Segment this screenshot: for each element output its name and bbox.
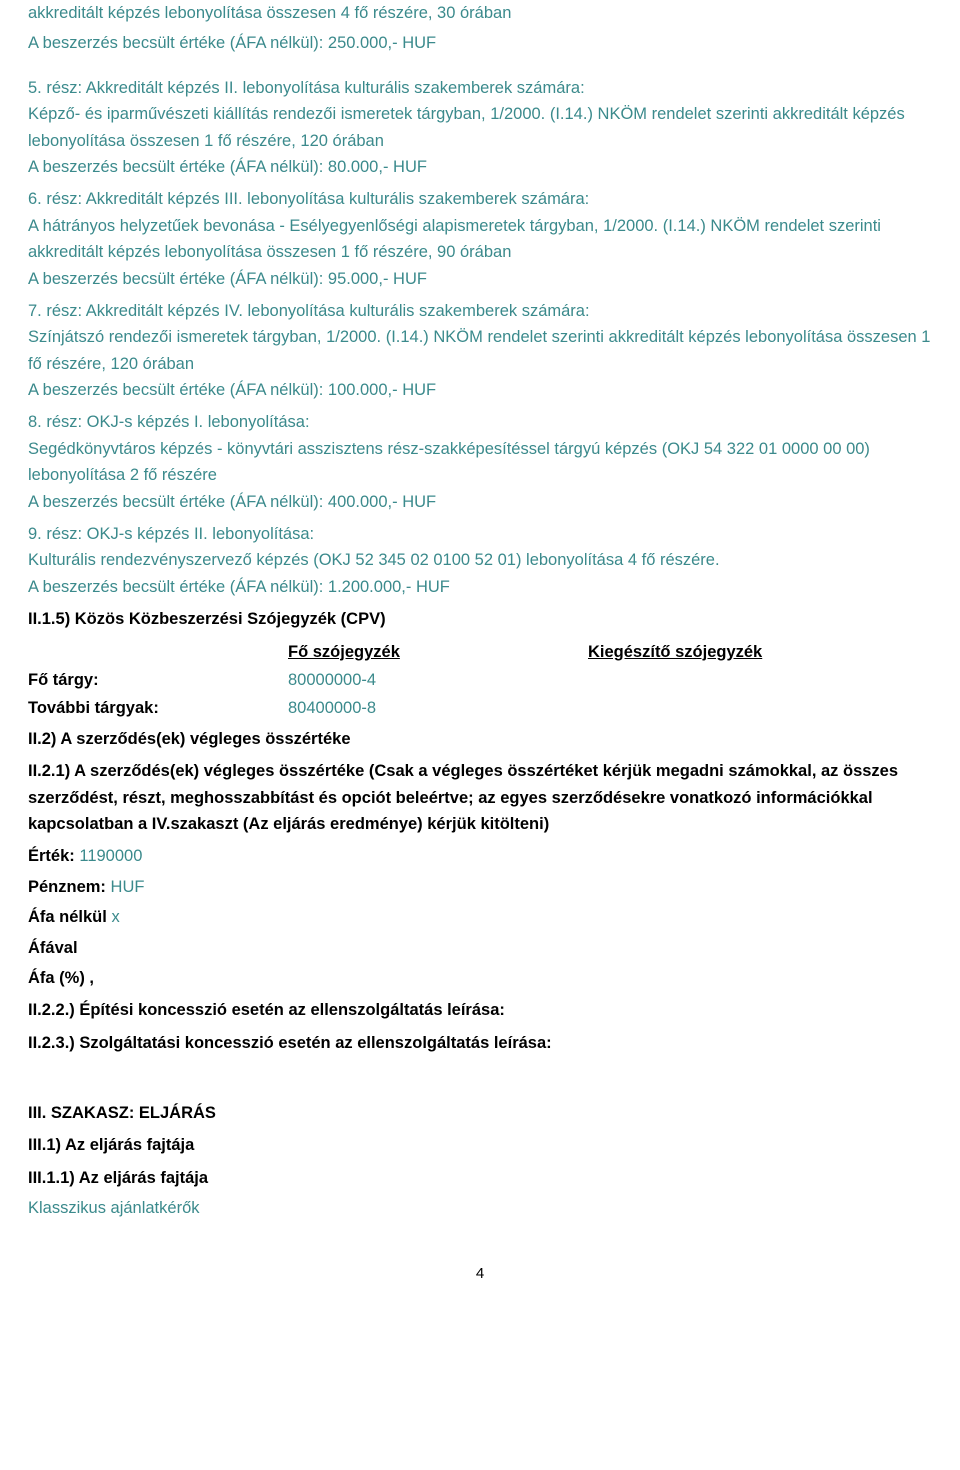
ii23-row: II.2.3.) Szolgáltatási koncesszió esetén… bbox=[28, 1030, 932, 1056]
part-8: 8. rész: OKJ-s képzés I. lebonyolítása: … bbox=[28, 409, 932, 515]
intro-line2: A beszerzés becsült értéke (ÁFA nélkül):… bbox=[28, 30, 932, 56]
cpv-blank bbox=[28, 639, 288, 665]
intro-line1: akkreditált képzés lebonyolítása összese… bbox=[28, 0, 932, 26]
penznem-value: HUF bbox=[111, 878, 145, 896]
cpv-header-row: Fő szójegyzék Kiegészítő szójegyzék bbox=[28, 639, 932, 665]
part-8-head: 8. rész: OKJ-s képzés I. lebonyolítása: bbox=[28, 413, 310, 431]
part-6-value: A beszerzés becsült értéke (ÁFA nélkül):… bbox=[28, 270, 427, 288]
ertek-label: Érték: bbox=[28, 847, 75, 865]
cpv-row1-label: Fő tárgy: bbox=[28, 667, 288, 693]
ii2-title: II.2) A szerződés(ek) végleges összérték… bbox=[28, 726, 932, 752]
cpv-row2-val: 80400000-8 bbox=[288, 695, 588, 721]
cpv-row1-val: 80000000-4 bbox=[288, 667, 588, 693]
cpv-row-1: Fő tárgy: 80000000-4 bbox=[28, 667, 932, 693]
iii-title: III. SZAKASZ: ELJÁRÁS bbox=[28, 1100, 932, 1126]
part-5-head: 5. rész: Akkreditált képzés II. lebonyol… bbox=[28, 79, 585, 97]
ii22-row: II.2.2.) Építési koncesszió esetén az el… bbox=[28, 997, 932, 1023]
afa-pct-row: Áfa (%) , bbox=[28, 965, 932, 991]
ertek-value: 1190000 bbox=[79, 847, 142, 865]
afa-nelkul-label: Áfa nélkül bbox=[28, 908, 107, 926]
part-7-body: Színjátszó rendezői ismeretek tárgyban, … bbox=[28, 328, 930, 372]
iii-1: III.1) Az eljárás fajtája bbox=[28, 1132, 932, 1158]
part-6-body: A hátrányos helyzetűek bevonása - Esélye… bbox=[28, 217, 881, 261]
afa-nelkul-row: Áfa nélkül x bbox=[28, 904, 932, 930]
part-5-value: A beszerzés becsült értéke (ÁFA nélkül):… bbox=[28, 158, 427, 176]
part-5-body: Képző- és iparművészeti kiállítás rendez… bbox=[28, 105, 905, 149]
penznem-label: Pénznem: bbox=[28, 878, 106, 896]
ertek-row: Érték: 1190000 bbox=[28, 843, 932, 869]
part-6: 6. rész: Akkreditált képzés III. lebonyo… bbox=[28, 186, 932, 292]
afa-nelkul-val: x bbox=[111, 908, 119, 926]
klasszikus: Klasszikus ajánlatkérők bbox=[28, 1195, 932, 1221]
part-9-body: Kulturális rendezvényszervező képzés (OK… bbox=[28, 551, 720, 569]
part-7: 7. rész: Akkreditált képzés IV. lebonyol… bbox=[28, 298, 932, 404]
part-9: 9. rész: OKJ-s képzés II. lebonyolítása:… bbox=[28, 521, 932, 600]
part-9-head: 9. rész: OKJ-s képzés II. lebonyolítása: bbox=[28, 525, 314, 543]
cpv-row-2: További tárgyak: 80400000-8 bbox=[28, 695, 932, 721]
part-7-value: A beszerzés becsült értéke (ÁFA nélkül):… bbox=[28, 381, 436, 399]
part-6-head: 6. rész: Akkreditált képzés III. lebonyo… bbox=[28, 190, 589, 208]
part-7-head: 7. rész: Akkreditált képzés IV. lebonyol… bbox=[28, 302, 590, 320]
part-8-body: Segédkönyvtáros képzés - könyvtári asszi… bbox=[28, 440, 870, 484]
intro-block: akkreditált képzés lebonyolítása összese… bbox=[28, 0, 932, 57]
cpv-header-main: Fő szójegyzék bbox=[288, 639, 588, 665]
penznem-row: Pénznem: HUF bbox=[28, 874, 932, 900]
cpv-row2-label: További tárgyak: bbox=[28, 695, 288, 721]
cpv-header-supp: Kiegészítő szójegyzék bbox=[588, 639, 932, 665]
iii-1-1: III.1.1) Az eljárás fajtája bbox=[28, 1165, 932, 1191]
part-9-value: A beszerzés becsült értéke (ÁFA nélkül):… bbox=[28, 578, 450, 596]
part-8-value: A beszerzés becsült értéke (ÁFA nélkül):… bbox=[28, 493, 436, 511]
part-5: 5. rész: Akkreditált képzés II. lebonyol… bbox=[28, 75, 932, 181]
ii21-sub: II.2.1) A szerződés(ek) végleges összért… bbox=[28, 758, 932, 837]
cpv-title: II.1.5) Közös Közbeszerzési Szójegyzék (… bbox=[28, 606, 932, 632]
afaval-row: Áfával bbox=[28, 935, 932, 961]
page-number: 4 bbox=[28, 1262, 932, 1286]
